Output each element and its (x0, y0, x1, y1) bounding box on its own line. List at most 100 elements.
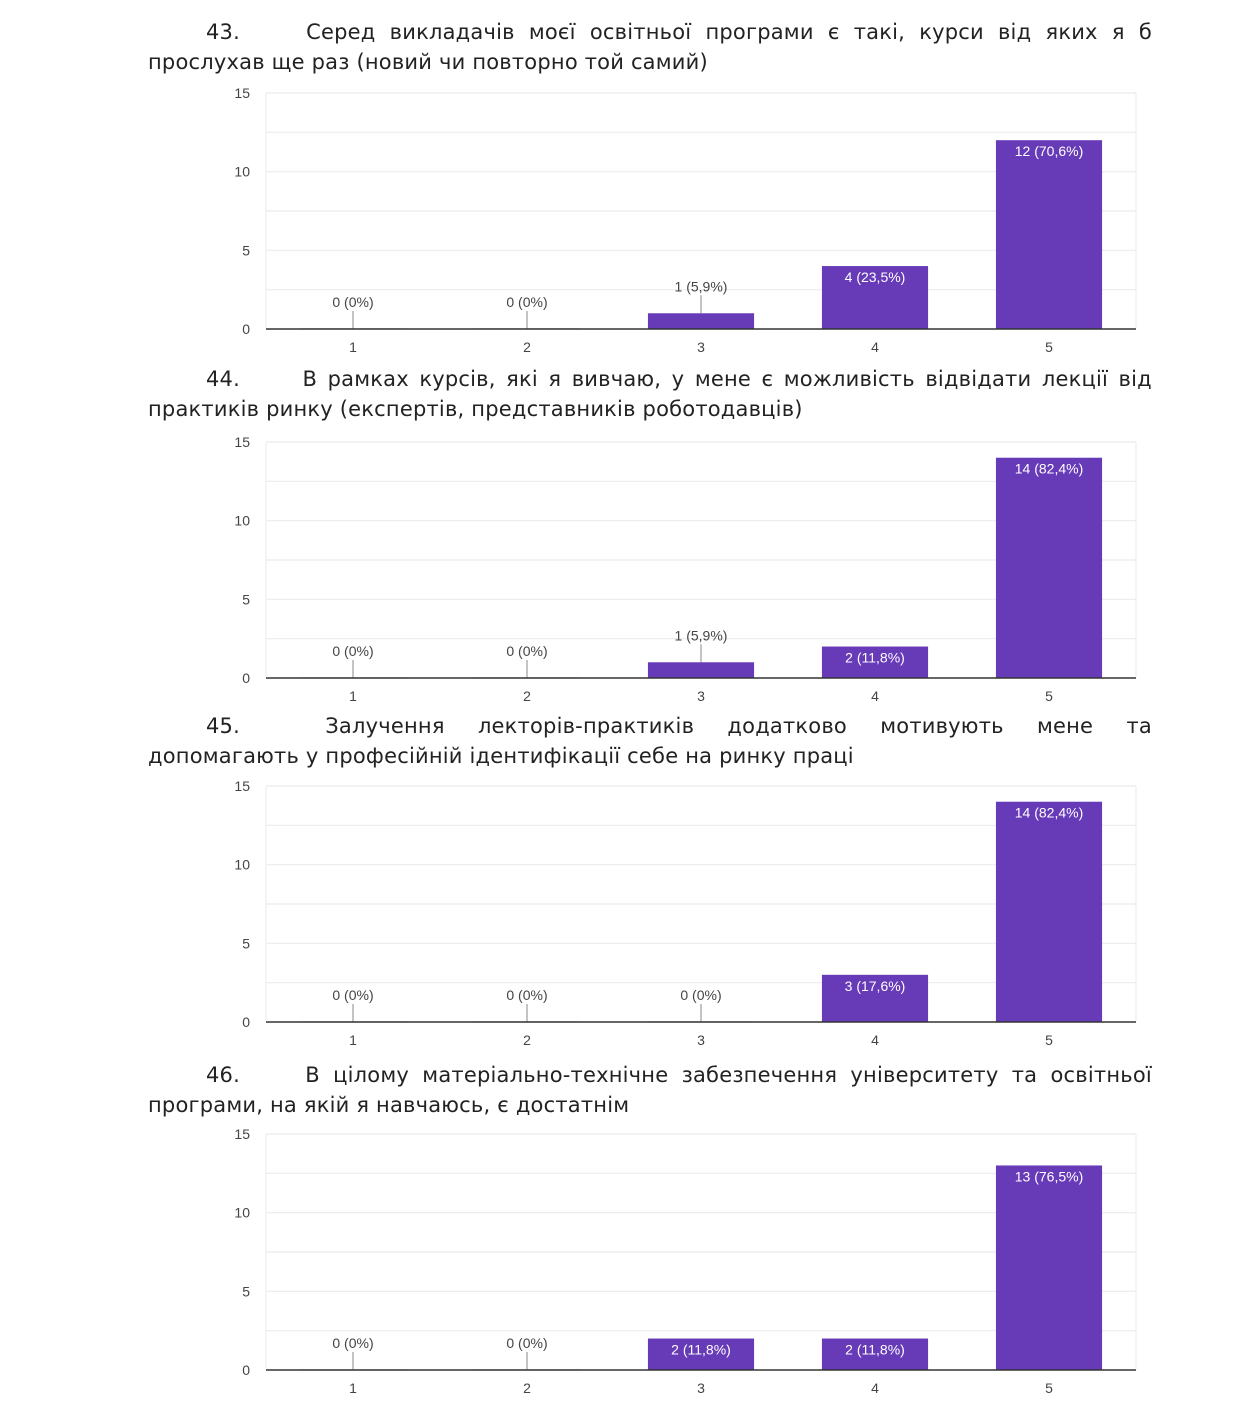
question-word: курсів, (419, 367, 496, 391)
data-label: 14 (82,4%) (1015, 461, 1083, 477)
question-word: В (305, 1063, 320, 1087)
y-tick-label: 0 (242, 1362, 250, 1378)
y-tick-label: 15 (234, 778, 250, 794)
x-tick-label: 4 (871, 1032, 879, 1048)
bar-chart-43: 0 5 10 15 0 (0%) 1 0 (0%) 2 1 (5,9%) 3 4 (23,5%) 4 1… (234, 85, 1137, 355)
y-tick-label: 5 (242, 1283, 250, 1299)
question-word: програми (705, 20, 814, 44)
data-label: 2 (11,8%) (845, 650, 905, 666)
data-label: 2 (11,8%) (845, 1342, 905, 1358)
x-tick-label: 3 (697, 1380, 705, 1396)
bar (821, 1338, 929, 1370)
bar (995, 457, 1103, 678)
data-label: 12 (70,6%) (1015, 143, 1083, 159)
data-label: 0 (0%) (506, 1335, 547, 1351)
y-tick-label: 5 (242, 591, 250, 607)
question-word: мене (694, 367, 752, 391)
y-tick-label: 10 (234, 857, 250, 873)
x-tick-label: 3 (697, 339, 705, 355)
question-word: лекторів-практиків (477, 714, 695, 738)
x-tick-label: 1 (349, 339, 357, 355)
question-word: та (1126, 714, 1152, 738)
question-word: у (671, 367, 685, 391)
y-tick-label: 10 (234, 1205, 250, 1221)
question-number: 43. (206, 20, 240, 44)
y-tick-label: 10 (234, 513, 250, 529)
question-word: та (1011, 1063, 1038, 1087)
data-label: 0 (0%) (680, 987, 721, 1003)
question-word: відвідати (925, 367, 1032, 391)
question-line-2: програми, на якій я навчаюсь, є достатні… (148, 1093, 630, 1117)
bar (821, 974, 929, 1022)
x-tick-label: 5 (1045, 688, 1053, 704)
question-word: є (761, 367, 774, 391)
data-label: 0 (0%) (506, 294, 547, 310)
y-tick-label: 0 (242, 1014, 250, 1030)
data-label: 0 (0%) (332, 294, 373, 310)
data-label: 13 (76,5%) (1015, 1168, 1083, 1184)
bar (995, 801, 1103, 1022)
x-tick-label: 2 (523, 688, 531, 704)
bar (647, 662, 755, 678)
question-word: мене (1036, 714, 1094, 738)
data-label: 0 (0%) (332, 643, 373, 659)
question-word: я (1111, 20, 1125, 44)
data-label: 2 (11,8%) (671, 1342, 731, 1358)
bar (995, 1165, 1103, 1370)
data-label: 0 (0%) (332, 1335, 373, 1351)
question-word: є (827, 20, 840, 44)
question-line-2: допомагають у професійній ідентифікації … (148, 744, 854, 768)
question-word: курси (919, 20, 984, 44)
x-tick-label: 1 (349, 1380, 357, 1396)
question-word: вивчаю, (571, 367, 662, 391)
x-tick-label: 5 (1045, 1032, 1053, 1048)
question-word: лекції (1041, 367, 1109, 391)
question-word: освітньої (1050, 1063, 1152, 1087)
question-number: 45. (206, 714, 240, 738)
question-number: 46. (206, 1063, 240, 1087)
question-line-1: 43. Серед викладачів моєї освітньої програми є… (148, 17, 1152, 47)
bar (821, 646, 929, 678)
y-tick-label: 15 (234, 434, 250, 450)
x-tick-label: 2 (523, 339, 531, 355)
x-tick-label: 5 (1045, 1380, 1053, 1396)
question-word: університету (850, 1063, 999, 1087)
x-tick-label: 1 (349, 1032, 357, 1048)
y-tick-label: 5 (242, 935, 250, 951)
question-word: Залучення (325, 714, 445, 738)
question-word: моєї (528, 20, 576, 44)
x-tick-label: 2 (523, 1380, 531, 1396)
x-tick-label: 4 (871, 339, 879, 355)
question-word: Серед (306, 20, 376, 44)
question-word: освітньої (589, 20, 692, 44)
data-label: 1 (5,9%) (675, 278, 728, 294)
question-text: 45. Залучення лекторів-практиків додатково м… (148, 711, 1152, 771)
x-tick-label: 4 (871, 1380, 879, 1396)
question-word: можливість (783, 367, 915, 391)
question-word: В (302, 367, 318, 391)
y-tick-label: 5 (242, 242, 250, 258)
y-tick-label: 10 (234, 164, 250, 180)
y-tick-label: 15 (234, 1126, 250, 1142)
question-word: такі, (853, 20, 906, 44)
question-word: забезпечення (681, 1063, 838, 1087)
y-tick-label: 0 (242, 321, 250, 337)
question-word: цілому (333, 1063, 410, 1087)
x-tick-label: 3 (697, 688, 705, 704)
question-word: які (506, 367, 538, 391)
bar (821, 266, 929, 329)
question-word: викладачів (389, 20, 515, 44)
data-label: 4 (23,5%) (845, 269, 906, 285)
data-label: 0 (0%) (506, 643, 547, 659)
question-word: б (1138, 20, 1152, 44)
question-line-2: практиків ринку (експертів, представникі… (148, 397, 803, 421)
x-tick-label: 3 (697, 1032, 705, 1048)
question-line-1: 45. Залучення лекторів-практиків додатково м… (148, 711, 1152, 741)
question-line-2: прослухав ще раз (новий чи повторно той … (148, 50, 708, 74)
question-word: додатково (727, 714, 847, 738)
x-tick-label: 5 (1045, 339, 1053, 355)
question-word: яких (1045, 20, 1098, 44)
